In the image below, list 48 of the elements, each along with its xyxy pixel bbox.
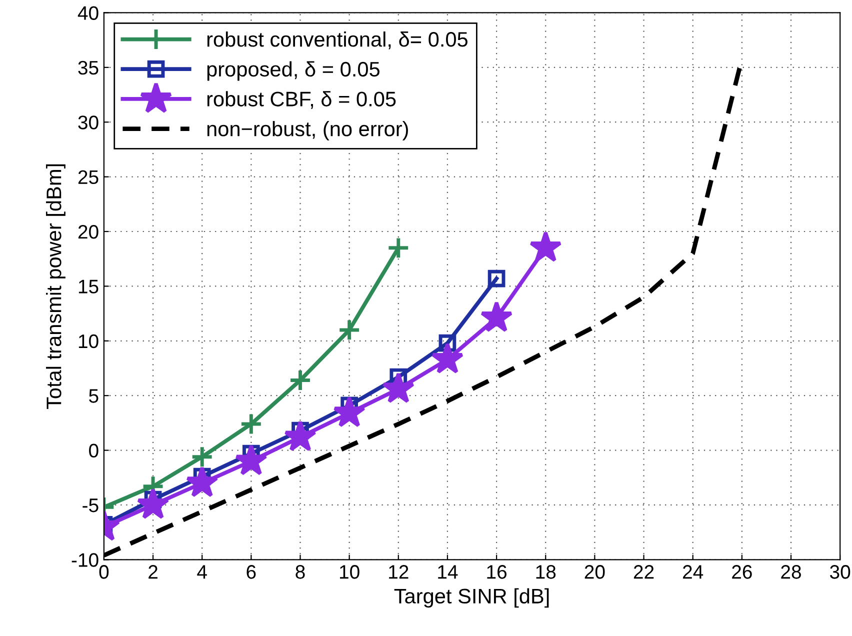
x-tick-label: 20 bbox=[584, 565, 605, 579]
point bbox=[480, 300, 513, 332]
point bbox=[382, 372, 415, 404]
point bbox=[529, 230, 562, 262]
x-tick-label: 30 bbox=[830, 565, 850, 579]
x-tick-label: 8 bbox=[296, 565, 305, 579]
x-tick-label: 10 bbox=[340, 565, 360, 579]
x-tick-label: 16 bbox=[487, 565, 507, 579]
x-axis-title: Target SINR [dB] bbox=[394, 588, 549, 608]
y-tick-label: 0 bbox=[89, 444, 98, 458]
point bbox=[333, 396, 366, 428]
y-tick-label: 25 bbox=[78, 170, 98, 184]
x-tick-label: 14 bbox=[438, 565, 458, 579]
y-tick-label: 40 bbox=[78, 6, 98, 20]
legend-label: proposed, δ = 0.05 bbox=[207, 61, 380, 81]
y-tick-label: 30 bbox=[78, 116, 98, 130]
x-tick-label: 12 bbox=[389, 565, 408, 579]
point bbox=[288, 368, 312, 392]
point bbox=[240, 412, 263, 436]
x-tick-label: 24 bbox=[683, 565, 704, 579]
y-tick-label: -5 bbox=[82, 498, 98, 512]
x-tick-label: 2 bbox=[148, 565, 158, 579]
y-tick-label: 15 bbox=[78, 280, 98, 294]
point bbox=[186, 466, 218, 498]
x-tick-label: 22 bbox=[634, 565, 654, 579]
x-tick-label: 0 bbox=[99, 565, 109, 579]
y-axis-title: Total transmit power [dBm] bbox=[46, 164, 66, 410]
x-tick-label: 28 bbox=[781, 565, 801, 579]
point bbox=[386, 236, 410, 260]
legend-label: robust conventional, δ= 0.05 bbox=[207, 31, 468, 50]
point bbox=[234, 444, 268, 476]
legend-label: non−robust, (no error) bbox=[207, 120, 408, 140]
y-tick-label: 5 bbox=[89, 389, 98, 403]
y-tick-label: 10 bbox=[78, 334, 98, 348]
x-tick-label: 4 bbox=[197, 565, 207, 579]
y-tick-label: 35 bbox=[78, 60, 98, 75]
point bbox=[431, 342, 464, 374]
x-tick-label: 6 bbox=[246, 565, 256, 579]
x-tick-label: 26 bbox=[732, 565, 752, 579]
x-tick-label: 18 bbox=[536, 565, 556, 579]
point bbox=[136, 488, 170, 520]
legend-label: robust CBF, δ = 0.05 bbox=[207, 91, 396, 109]
y-tick-label: -10 bbox=[72, 553, 98, 567]
point bbox=[190, 445, 214, 468]
y-tick-label: 20 bbox=[78, 224, 98, 239]
point bbox=[338, 318, 361, 342]
point bbox=[488, 270, 506, 288]
point bbox=[284, 420, 317, 452]
